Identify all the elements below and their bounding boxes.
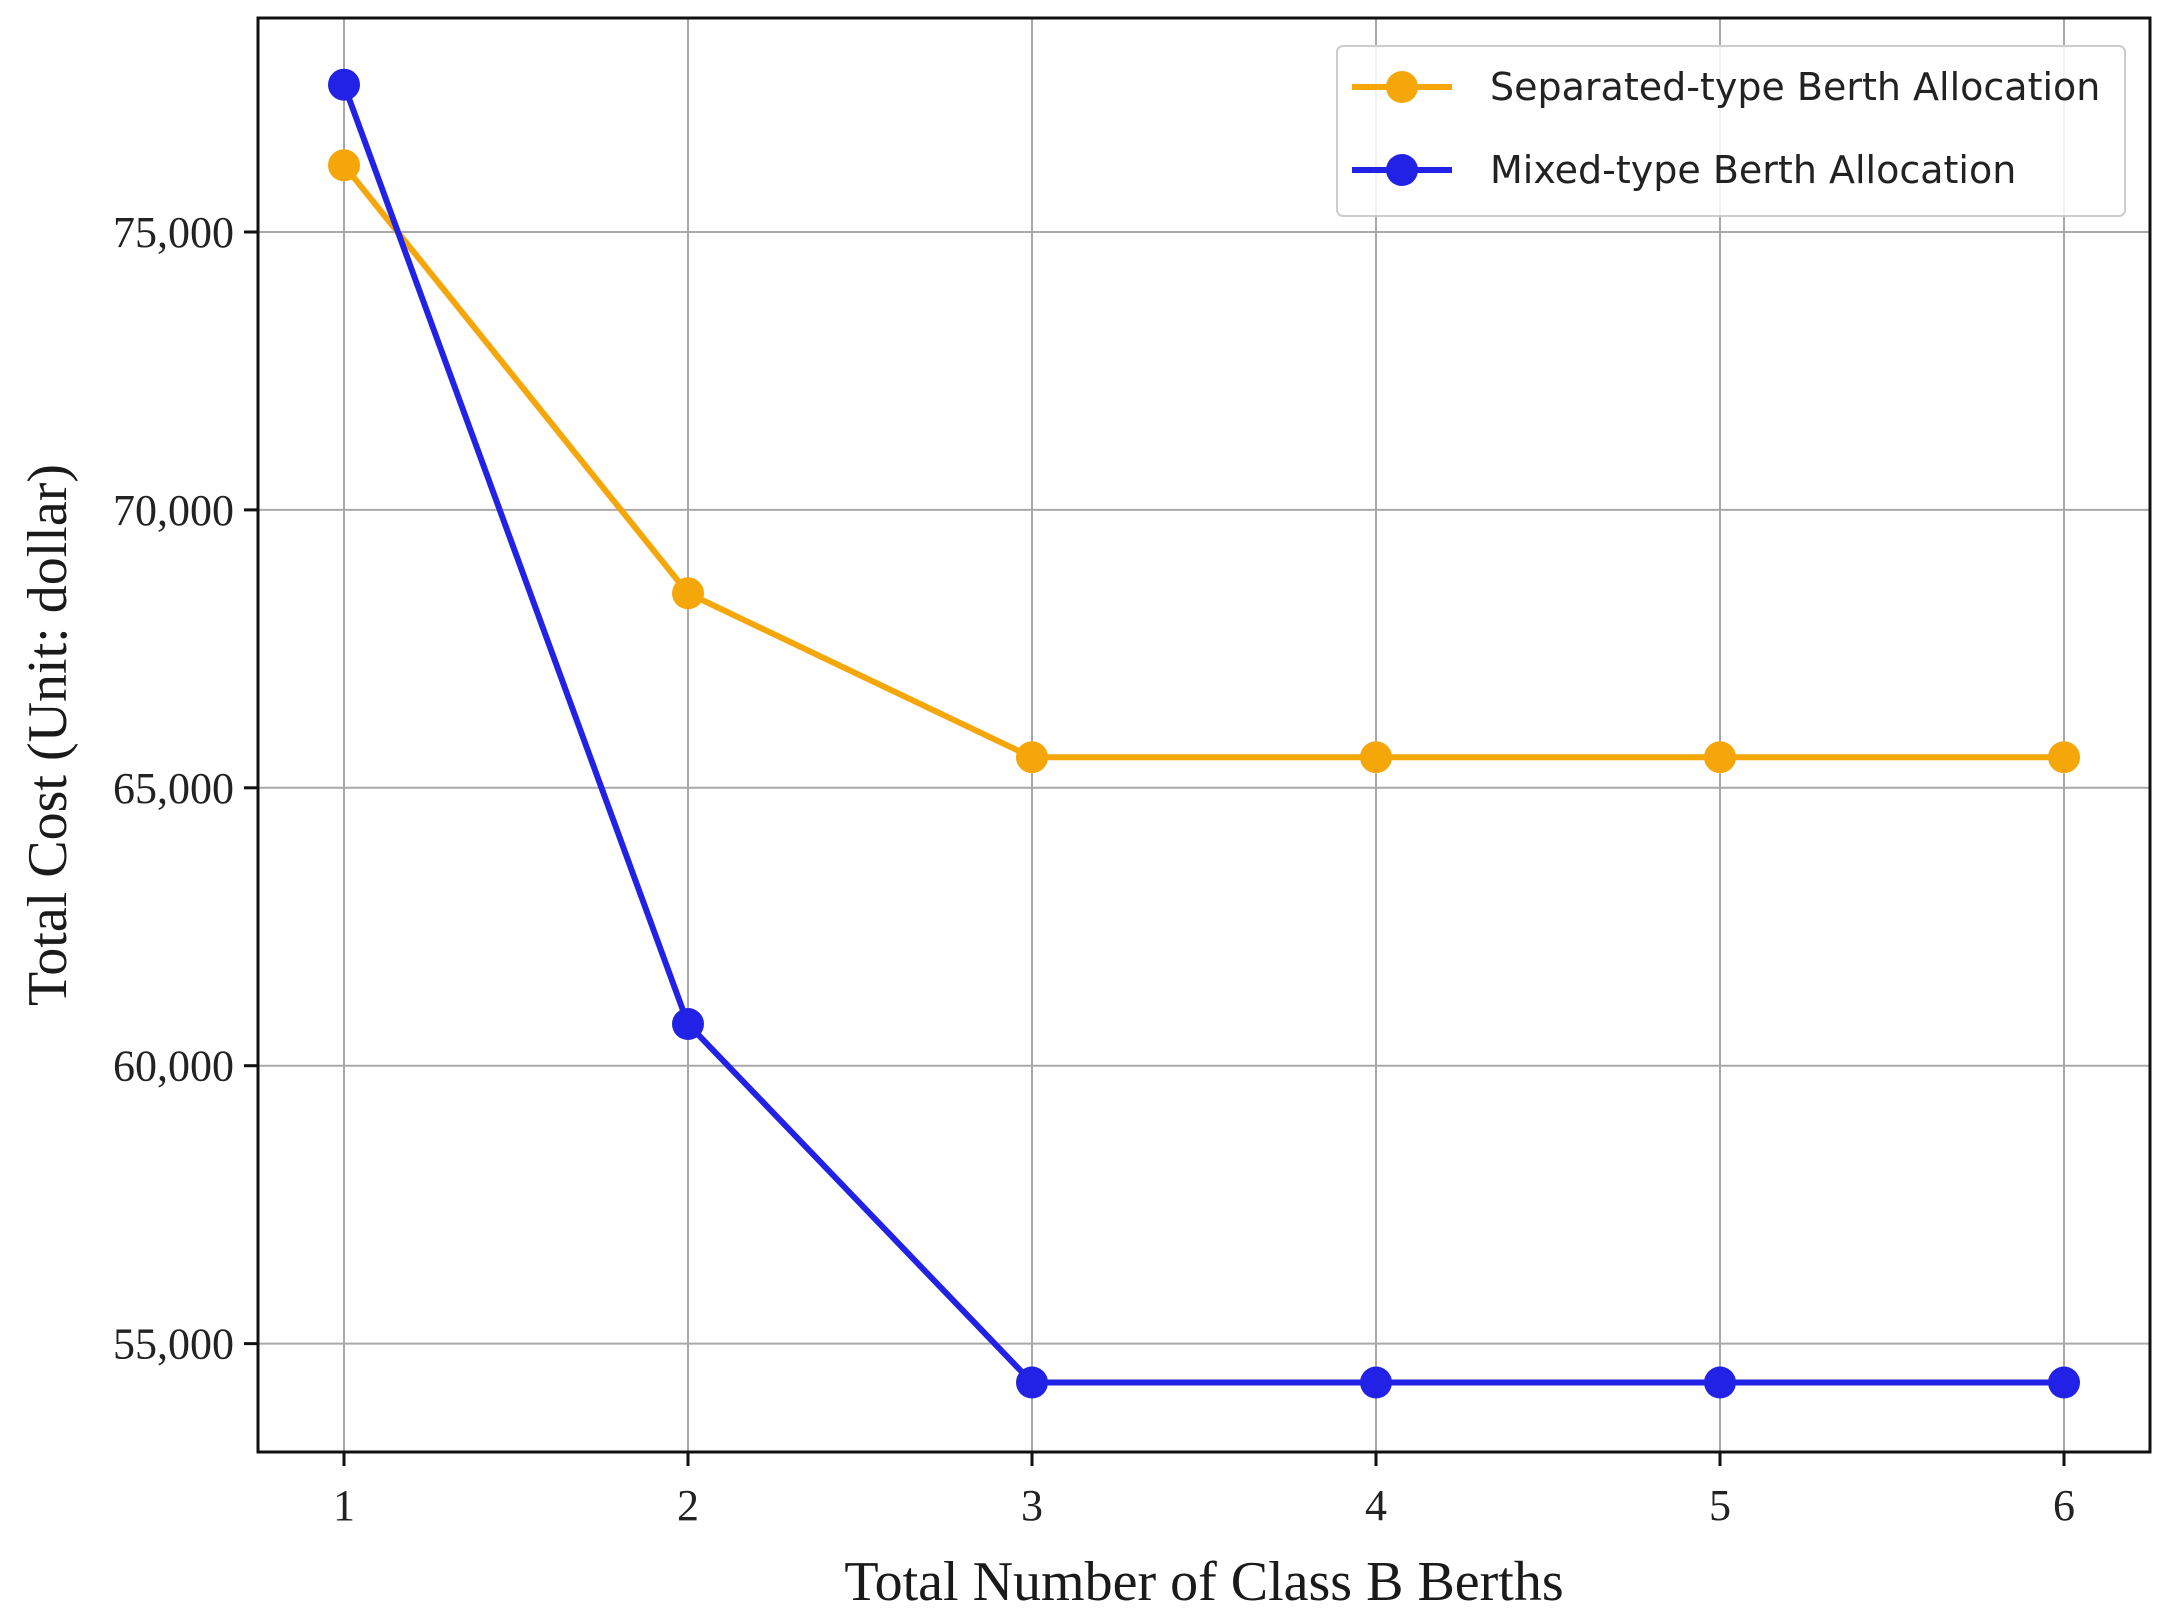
x-tick-label: 3 <box>1021 1481 1043 1530</box>
y-tick-label: 75,000 <box>113 208 234 257</box>
series-group <box>328 68 2080 1399</box>
x-tick-label: 2 <box>677 1481 699 1530</box>
x-tick-label: 1 <box>333 1481 355 1530</box>
grid-lines <box>258 18 2150 1452</box>
data-point-mixed <box>1016 1366 1048 1399</box>
data-point-separated <box>2048 741 2080 774</box>
y-tick-label: 60,000 <box>113 1042 234 1091</box>
legend-marker-mixed <box>1386 154 1418 186</box>
data-point-mixed <box>1360 1366 1392 1399</box>
data-point-mixed <box>328 68 360 101</box>
legend-marker-separated <box>1386 71 1418 103</box>
series-line-mixed <box>341 81 2067 1386</box>
data-point-separated <box>672 577 704 610</box>
y-axis-label: Total Cost (Unit: dollar) <box>17 464 79 1006</box>
data-point-mixed <box>672 1008 704 1041</box>
legend-label-mixed: Mixed-type Berth Allocation <box>1490 148 2016 192</box>
plot-area <box>258 18 2150 1452</box>
data-point-separated <box>1360 741 1392 774</box>
data-point-mixed <box>2048 1366 2080 1399</box>
data-point-separated <box>1016 741 1048 774</box>
x-tick-label: 4 <box>1365 1481 1387 1530</box>
x-tick-label: 5 <box>1709 1481 1731 1530</box>
y-tick-label: 55,000 <box>113 1320 234 1369</box>
series-line-separated <box>341 162 2067 761</box>
plot-frame <box>256 16 2152 1454</box>
legend: Separated-type Berth Allocation Mixed-ty… <box>1336 45 2126 217</box>
data-point-separated <box>328 149 360 182</box>
x-axis-label: Total Number of Class B Berths <box>844 1551 1563 1613</box>
y-tick-label: 70,000 <box>113 486 234 535</box>
y-tick-label: 65,000 <box>113 764 234 813</box>
data-point-separated <box>1704 741 1736 774</box>
axis-ticks: 1 2 3 4 5 6 55,000 60,000 65,000 70,000 75,000 <box>113 208 2075 1530</box>
x-tick-label: 6 <box>2053 1481 2075 1530</box>
legend-label-separated: Separated-type Berth Allocation <box>1490 65 2100 109</box>
data-point-mixed <box>1704 1366 1736 1399</box>
legend-box <box>1336 45 2126 217</box>
